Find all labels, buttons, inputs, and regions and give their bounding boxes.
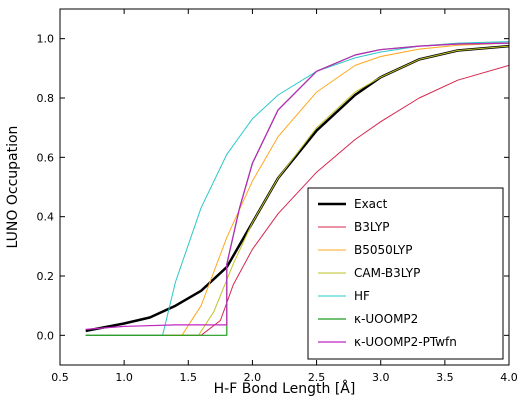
x-tick-label: 2.5: [308, 371, 326, 384]
x-tick-label: 3.5: [436, 371, 454, 384]
series-line-3: [85, 45, 509, 336]
ticks-layer: 0.5 1.0 1.5 2.0 2.5 3.0 3.5 4.0 0.0 0.2 0.4 0.6 0.8 1…: [37, 9, 518, 384]
x-tick-label: 3.0: [372, 371, 390, 384]
legend-label: κ-UOOMP2-PTwfn: [354, 335, 457, 349]
series-line-6: [85, 42, 509, 330]
series-layer: [85, 41, 509, 336]
y-tick-label: 1.0: [37, 33, 55, 46]
y-tick-label: 0.4: [37, 211, 55, 224]
y-tick-label: 0.6: [37, 151, 55, 164]
x-tick-label: 0.5: [51, 371, 69, 384]
legend-label: CAM-B3LYP: [354, 266, 420, 280]
series-line-1: [85, 64, 509, 336]
plot-frame: [59, 8, 510, 366]
x-tick-label: 1.0: [115, 371, 133, 384]
legend-label: B5050LYP: [354, 243, 412, 257]
x-tick-label: 4.0: [500, 371, 518, 384]
series-line-2: [85, 42, 509, 336]
legend-label: HF: [354, 289, 370, 303]
y-tick-label: 0.2: [37, 270, 55, 283]
legend-label: κ-UOOMP2: [354, 312, 418, 326]
y-tick-label: 0.8: [37, 92, 55, 105]
x-axis-label: H-F Bond Length [Å]: [214, 380, 356, 397]
x-tick-label: 1.5: [180, 371, 198, 384]
legend: Exact B3LYP B5050LYP CAM-B3LYP HF κ-UOOMP2 κ-U…: [307, 187, 504, 360]
y-axis-label: LUNO Occupation: [5, 126, 21, 249]
legend-label: B3LYP: [354, 220, 390, 234]
legend-label: Exact: [354, 197, 388, 211]
x-tick-label: 2.0: [244, 371, 262, 384]
y-tick-label: 0.0: [37, 329, 55, 342]
